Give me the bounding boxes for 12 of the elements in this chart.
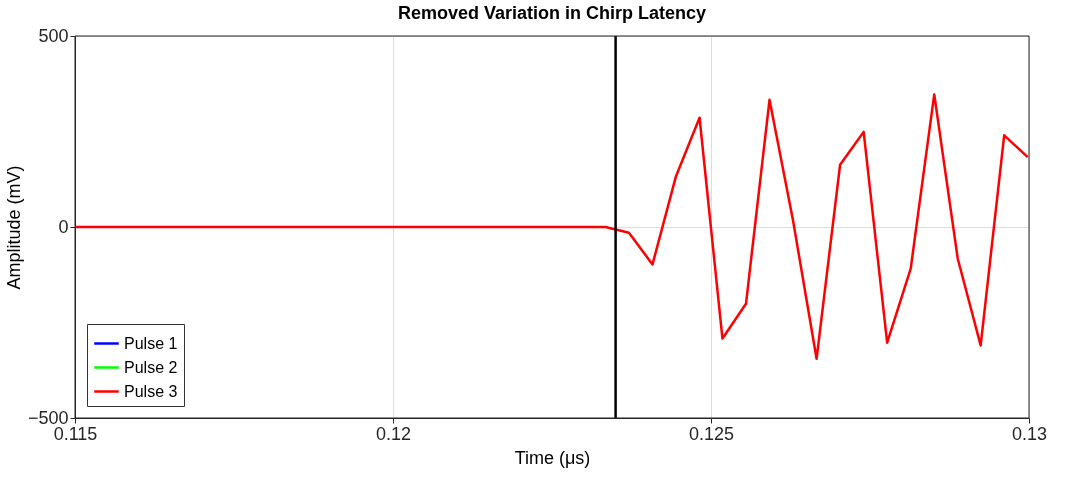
chart-title: Removed Variation in Chirp Latency xyxy=(397,3,707,23)
legend-label: Pulse 3 xyxy=(124,382,178,400)
line-series xyxy=(75,93,1029,361)
x-axis-title: Time (μs) xyxy=(514,447,591,468)
x-tick-label: 0.125 xyxy=(688,423,735,444)
legend-label: Pulse 1 xyxy=(124,334,178,352)
y-axis-title: Amplitude (mV) xyxy=(3,165,24,290)
y-tick-label: 500 xyxy=(38,25,69,46)
x-tick-label: 0.12 xyxy=(375,423,412,444)
x-tick-label: 0.13 xyxy=(1011,423,1048,444)
legend-label: Pulse 2 xyxy=(124,358,178,376)
y-tick-label: 0 xyxy=(58,216,69,237)
